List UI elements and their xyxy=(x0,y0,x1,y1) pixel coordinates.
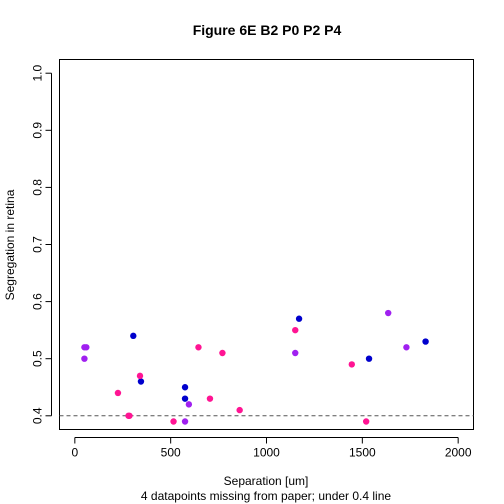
data-point xyxy=(114,389,122,397)
chart-footnote: 4 datapoints missing from paper; under 0… xyxy=(141,489,391,503)
data-point xyxy=(422,338,429,345)
data-point xyxy=(185,401,193,408)
y-axis-label: Segregation in retina xyxy=(3,189,17,300)
plot-area-border xyxy=(59,59,474,430)
data-point xyxy=(292,349,299,357)
data-point xyxy=(365,355,373,362)
y-tick-label: 0.8 xyxy=(31,179,45,196)
data-point xyxy=(292,326,299,334)
data-point xyxy=(137,378,145,385)
data-point xyxy=(181,418,189,425)
data-point xyxy=(236,406,243,414)
x-tick-label: 0 xyxy=(71,446,78,460)
y-tick-label: 0.7 xyxy=(31,236,45,253)
data-point xyxy=(348,361,355,368)
y-tick-label: 0.6 xyxy=(31,293,45,310)
y-tick-label: 0.4 xyxy=(31,407,45,424)
y-tick-label: 1.0 xyxy=(31,65,45,82)
data-point xyxy=(362,418,370,425)
y-axis: 0.4 0.5 0.6 0.7 0.8 0.9 1.0 xyxy=(31,65,52,424)
data-point xyxy=(81,355,88,362)
y-tick-label: 0.9 xyxy=(31,122,45,139)
x-tick-label: 2000 xyxy=(445,446,472,460)
data-point xyxy=(403,344,410,351)
x-tick-label: 1500 xyxy=(349,446,376,460)
x-axis: 0 500 1000 1500 2000 xyxy=(71,437,472,460)
data-point xyxy=(181,384,189,391)
data-point xyxy=(136,372,144,380)
data-point xyxy=(385,309,392,317)
data-point xyxy=(130,332,137,340)
chart-title: Figure 6E B2 P0 P2 P4 xyxy=(193,22,342,38)
data-point xyxy=(219,349,226,357)
x-axis-label: Separation [um] xyxy=(224,474,309,488)
data-points xyxy=(81,309,429,425)
x-tick-label: 1000 xyxy=(253,446,280,460)
data-point xyxy=(170,418,177,425)
data-point xyxy=(126,412,133,419)
data-point xyxy=(206,395,214,402)
data-point xyxy=(83,344,90,351)
data-point xyxy=(295,315,303,322)
data-point xyxy=(195,344,202,351)
y-tick-label: 0.5 xyxy=(31,350,45,367)
data-point xyxy=(181,395,189,402)
x-tick-label: 500 xyxy=(161,446,181,460)
